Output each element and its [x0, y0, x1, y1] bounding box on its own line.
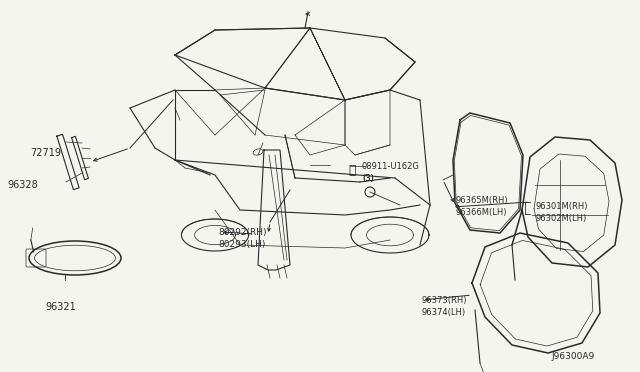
Text: (3): (3)	[362, 174, 374, 183]
Text: 80293(LH): 80293(LH)	[218, 240, 266, 249]
Text: 96365M(RH): 96365M(RH)	[455, 196, 508, 205]
Text: ⓝ: ⓝ	[348, 164, 355, 177]
Text: 96302M(LH): 96302M(LH)	[535, 214, 586, 223]
Text: 08911-U162G: 08911-U162G	[362, 162, 420, 171]
Text: 96373(RH): 96373(RH)	[422, 296, 467, 305]
Text: 72719: 72719	[30, 148, 61, 158]
Text: J96300A9: J96300A9	[551, 352, 595, 361]
Text: (3): (3)	[362, 174, 374, 183]
Text: 96301M(RH): 96301M(RH)	[535, 202, 588, 211]
Text: 96328: 96328	[7, 180, 38, 190]
Text: 96366M(LH): 96366M(LH)	[455, 208, 506, 217]
Text: 96321: 96321	[45, 302, 76, 312]
Text: 96374(LH): 96374(LH)	[422, 308, 466, 317]
Text: 80292(RH): 80292(RH)	[218, 228, 266, 237]
